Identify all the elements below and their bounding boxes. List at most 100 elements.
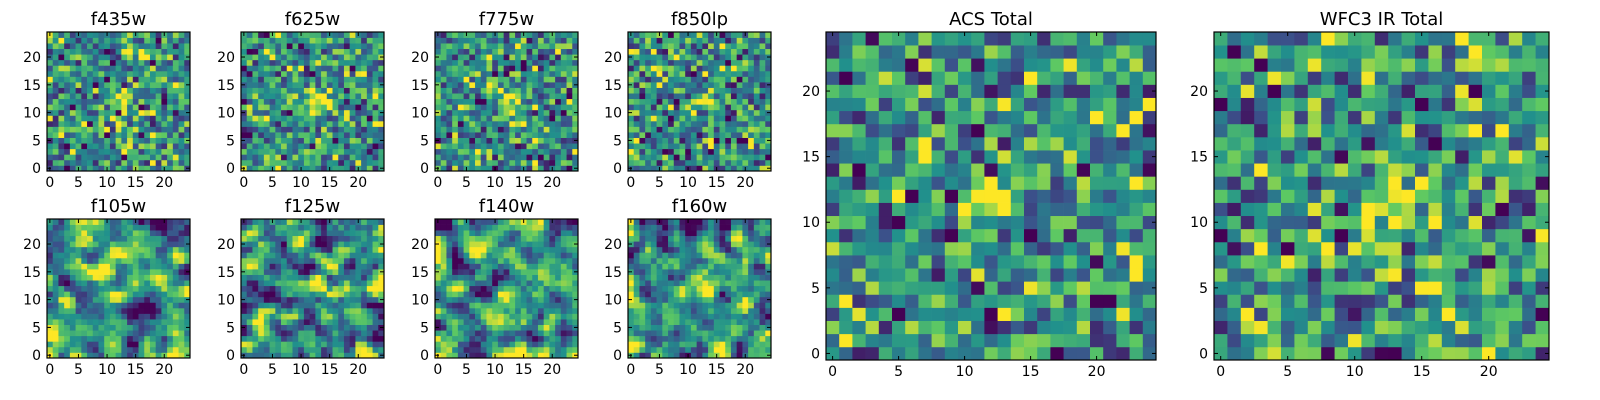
heatmap-cell [639, 98, 646, 105]
heatmap-cell [349, 48, 356, 55]
heatmap-cell [298, 291, 305, 298]
heatmap-cell [366, 235, 373, 242]
heatmap-cell [144, 341, 151, 348]
heatmap-cell [759, 82, 766, 88]
heatmap-cell [435, 274, 442, 281]
heatmap-cell [246, 115, 253, 122]
heatmap-cell [92, 230, 99, 237]
heatmap-cell [343, 257, 351, 264]
heatmap-cell [639, 82, 646, 88]
heatmap-cell [109, 32, 116, 38]
heatmap-cell [566, 252, 573, 259]
heatmap-cell [75, 132, 82, 138]
heatmap-cell [537, 37, 545, 44]
heatmap-cell [275, 307, 282, 314]
heatmap-cell [730, 274, 738, 281]
heatmap-cell [668, 54, 675, 61]
heatmap-cell [497, 224, 504, 231]
heatmap-cell [650, 109, 657, 116]
heatmap-cell [736, 313, 743, 320]
heatmap-cell [109, 82, 116, 88]
heatmap-cell [566, 291, 573, 298]
heatmap-cell [52, 313, 59, 320]
heatmap-cell [315, 296, 322, 303]
heatmap-cell [246, 43, 253, 50]
heatmap-cell [87, 241, 94, 248]
heatmap-cell [149, 32, 157, 38]
heatmap-cell [366, 335, 373, 342]
heatmap-cell [144, 109, 151, 116]
heatmap-cell [520, 159, 527, 166]
heatmap-cell [167, 148, 174, 155]
heatmap-cell [281, 70, 288, 77]
heatmap-cell [149, 120, 157, 127]
heatmap-cell [650, 115, 657, 122]
heatmap-cell [560, 274, 567, 281]
heatmap-cell [452, 98, 459, 105]
heatmap-cell [132, 319, 139, 325]
heatmap-cell [361, 291, 368, 298]
heatmap-cell [98, 115, 105, 122]
heatmap-cell [690, 302, 697, 309]
heatmap-cell [463, 76, 470, 83]
heatmap-cell [633, 274, 640, 281]
heatmap-cell [246, 330, 253, 337]
heatmap-cell [475, 269, 482, 275]
heatmap-cell [127, 148, 134, 155]
heatmap-cell [725, 341, 732, 348]
heatmap-cell [702, 302, 709, 309]
heatmap-cell [662, 143, 669, 150]
heatmap-cell [58, 115, 65, 122]
heatmap-cell [446, 230, 453, 237]
x-tick-label: 5 [655, 175, 664, 191]
heatmap-cell [662, 319, 669, 325]
heatmap-cell [685, 148, 692, 155]
heatmap-cell [765, 37, 772, 44]
heatmap-cell [759, 154, 766, 161]
heatmap-cell [480, 285, 487, 292]
heatmap-cell [349, 352, 356, 359]
heatmap-cell [543, 87, 550, 94]
heatmap-cell [58, 330, 65, 337]
heatmap-cell [555, 235, 562, 242]
panel-title: f775w [479, 9, 534, 30]
heatmap-cell [178, 296, 185, 303]
heatmap-cell [742, 319, 749, 325]
heatmap-cell [149, 252, 157, 259]
heatmap-cell [378, 115, 385, 122]
heatmap-cell [628, 319, 635, 325]
heatmap-cell [572, 132, 579, 138]
heatmap-cell [92, 154, 99, 161]
y-tick-label: 20 [411, 237, 429, 253]
heatmap-cell [167, 324, 174, 331]
heatmap-cell [115, 82, 122, 88]
heatmap-cell [338, 93, 345, 100]
heatmap-cell [520, 257, 527, 264]
heatmap-cell [736, 76, 743, 83]
heatmap-cell [765, 280, 772, 287]
heatmap-cell [378, 126, 385, 133]
heatmap-cell [685, 98, 692, 105]
heatmap-cell [132, 224, 139, 231]
heatmap-cell [440, 241, 447, 248]
heatmap-cell [452, 313, 459, 320]
heatmap-cell [497, 263, 504, 270]
heatmap-cell [121, 109, 128, 116]
x-tick-label: 0 [45, 362, 54, 378]
heatmap-cell [463, 120, 470, 127]
heatmap-cell [463, 335, 470, 342]
heatmap-cell [457, 37, 464, 44]
heatmap-cell [549, 341, 556, 348]
heatmap-cell [446, 165, 453, 172]
heatmap-cell [81, 65, 88, 72]
heatmap-cell [241, 37, 248, 44]
heatmap-cell [679, 137, 686, 144]
heatmap-cell [475, 246, 482, 253]
heatmap-cell [167, 291, 174, 298]
heatmap-cell [121, 313, 128, 320]
heatmap-cell [486, 280, 493, 287]
heatmap-cell [560, 346, 567, 353]
heatmap-cell [566, 274, 573, 281]
heatmap-cell [366, 76, 373, 83]
heatmap-cell [167, 87, 174, 94]
